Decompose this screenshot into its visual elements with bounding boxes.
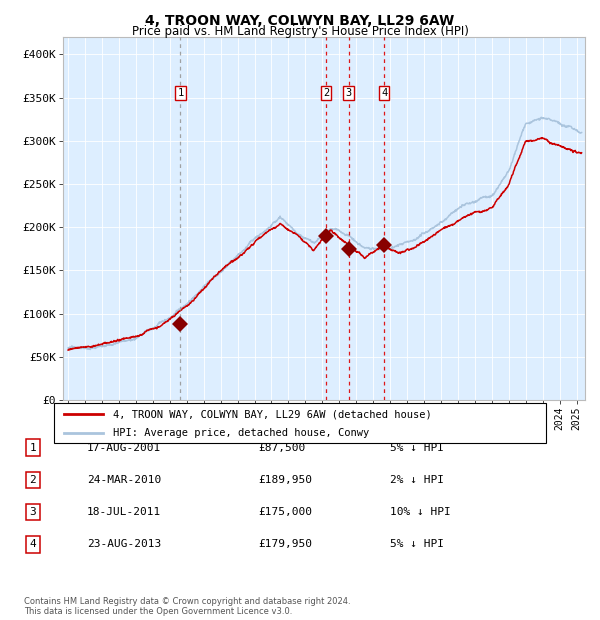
Text: 4, TROON WAY, COLWYN BAY, LL29 6AW: 4, TROON WAY, COLWYN BAY, LL29 6AW [145,14,455,28]
Text: £189,950: £189,950 [258,475,312,485]
Text: 3: 3 [29,507,37,517]
Text: 4: 4 [381,88,387,99]
Text: 23-AUG-2013: 23-AUG-2013 [87,539,161,549]
Text: £87,500: £87,500 [258,443,305,453]
Text: Price paid vs. HM Land Registry's House Price Index (HPI): Price paid vs. HM Land Registry's House … [131,25,469,38]
Text: £175,000: £175,000 [258,507,312,517]
FancyBboxPatch shape [54,403,546,443]
Text: Contains HM Land Registry data © Crown copyright and database right 2024.: Contains HM Land Registry data © Crown c… [24,597,350,606]
Text: 5% ↓ HPI: 5% ↓ HPI [390,539,444,549]
Text: 17-AUG-2001: 17-AUG-2001 [87,443,161,453]
Text: £179,950: £179,950 [258,539,312,549]
Text: 10% ↓ HPI: 10% ↓ HPI [390,507,451,517]
Text: 2: 2 [323,88,329,99]
Text: 2: 2 [29,475,37,485]
Text: 5% ↓ HPI: 5% ↓ HPI [390,443,444,453]
Text: 2% ↓ HPI: 2% ↓ HPI [390,475,444,485]
Text: 18-JUL-2011: 18-JUL-2011 [87,507,161,517]
Text: This data is licensed under the Open Government Licence v3.0.: This data is licensed under the Open Gov… [24,606,292,616]
Text: 24-MAR-2010: 24-MAR-2010 [87,475,161,485]
Text: 1: 1 [178,88,184,99]
Text: 3: 3 [346,88,352,99]
Text: 4: 4 [29,539,37,549]
Text: 1: 1 [29,443,37,453]
Text: HPI: Average price, detached house, Conwy: HPI: Average price, detached house, Conw… [113,428,369,438]
Text: 4, TROON WAY, COLWYN BAY, LL29 6AW (detached house): 4, TROON WAY, COLWYN BAY, LL29 6AW (deta… [113,409,432,419]
